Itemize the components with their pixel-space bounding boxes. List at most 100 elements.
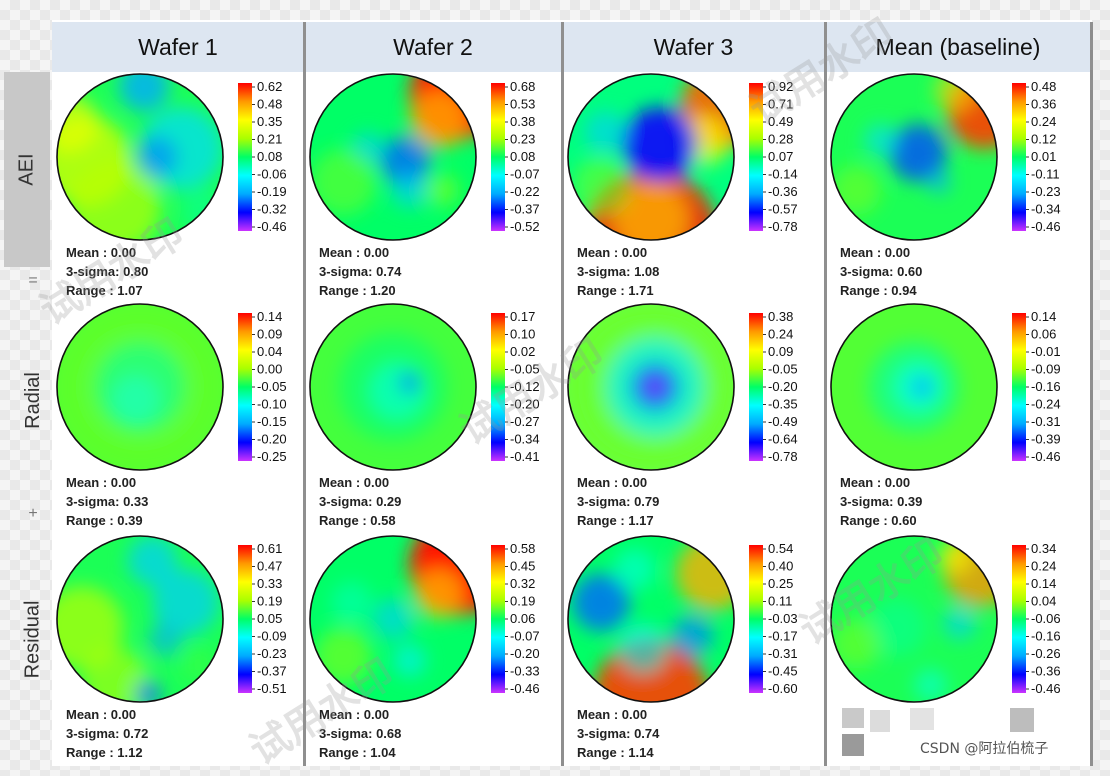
wafer-blob — [617, 623, 668, 673]
colorbar-tick-label: -0.16 — [1031, 379, 1061, 394]
colorbar-tick-label: -0.20 — [510, 397, 540, 412]
colorbar-tick-label: 0.24 — [1031, 559, 1056, 574]
wafer-blob — [380, 136, 431, 187]
colorbar — [749, 83, 763, 231]
colorbar-tick-label: -0.06 — [1031, 611, 1061, 626]
stat-range: Range : 1.20 — [319, 283, 396, 298]
wafer-map-aei-1: 0.62 0.48 0.35 0.21 0.08 -0.06 -0.19 -0.32 -0.46… — [56, 73, 287, 298]
colorbar-tick-label: -0.14 — [768, 167, 798, 182]
colorbar-tick-label: -0.20 — [768, 379, 798, 394]
colorbar-tick-label: -0.25 — [257, 449, 287, 464]
colorbar-tick-label: -0.51 — [257, 681, 287, 696]
colorbar-tick-label: 0.53 — [510, 97, 535, 112]
colorbar-tick-label: -0.35 — [768, 397, 798, 412]
colorbar-tick-label: 0.14 — [1031, 576, 1056, 591]
stat-mean: Mean : 0.00 — [319, 245, 389, 260]
footer-credit: CSDN @阿拉伯梳子 — [920, 741, 1049, 757]
stat-sigma: 3-sigma: 0.72 — [66, 726, 148, 741]
wafer-blob — [934, 74, 977, 112]
stat-sigma: 3-sigma: 0.29 — [319, 494, 401, 509]
stat-mean: Mean : 0.00 — [66, 707, 136, 722]
colorbar-tick-label: 0.10 — [510, 327, 535, 342]
wafer-outline — [309, 303, 477, 471]
wafer-blob — [81, 648, 149, 702]
wafer-map-aei-2: 0.68 0.53 0.38 0.23 0.08 -0.07 -0.22 -0.37 -0.52… — [309, 73, 540, 298]
operator-symbol: + — [28, 505, 38, 522]
colorbar-tick-label: -0.19 — [257, 184, 287, 199]
colorbar-tick-label: 0.19 — [257, 594, 282, 609]
colorbar-tick-label: 0.24 — [1031, 114, 1056, 129]
colorbar-tick-label: -0.78 — [768, 219, 798, 234]
colorbar-tick-label: -0.23 — [257, 646, 287, 661]
colorbar-tick-label: 0.24 — [768, 327, 793, 342]
stat-mean: Mean : 0.00 — [577, 245, 647, 260]
colorbar-tick-label: -0.32 — [257, 202, 287, 217]
colorbar-tick-label: 0.71 — [768, 97, 793, 112]
colorbar-tick-label: 0.38 — [510, 114, 535, 129]
column-header-2: Wafer 2 — [305, 22, 561, 72]
colorbar-tick-label: 0.01 — [1031, 149, 1056, 164]
stat-sigma: 3-sigma: 0.39 — [840, 494, 922, 509]
colorbar-tick-label: 0.14 — [1031, 309, 1056, 324]
wafer-blob — [914, 668, 948, 702]
colorbar-tick-label: -0.39 — [1031, 432, 1061, 447]
colorbar — [749, 313, 763, 461]
wafer-outline — [56, 73, 224, 241]
colorbar-tick-label: -0.52 — [510, 219, 540, 234]
wafer-blob — [127, 536, 178, 586]
colorbar-tick-label: -0.05 — [510, 362, 540, 377]
colorbar-tick-label: -0.78 — [768, 449, 798, 464]
colorbar-tick-label: -0.09 — [1031, 362, 1061, 377]
colorbar-tick-label: -0.07 — [510, 167, 540, 182]
wafer-blob — [943, 606, 977, 640]
wafer-outline — [56, 535, 224, 703]
colorbar-tick-label: 0.06 — [510, 611, 535, 626]
wafer-outline — [830, 535, 998, 703]
wafer-map-residual-2: 0.58 0.45 0.32 0.19 0.06 -0.07 -0.20 -0.33 -0.46… — [309, 535, 540, 760]
wafer-blob — [135, 136, 178, 178]
colorbar-tick-label: 0.04 — [257, 344, 282, 359]
wafer-blob — [572, 157, 631, 216]
colorbar — [238, 313, 252, 461]
colorbar-tick-label: -0.46 — [1031, 681, 1061, 696]
wafer-blob — [592, 639, 710, 702]
wafer-outline — [567, 303, 735, 471]
wafer-outline — [309, 535, 477, 703]
colorbar-tick-label: -0.46 — [257, 219, 287, 234]
wafer-blob — [947, 74, 997, 149]
obscured-stats-block — [842, 734, 864, 756]
operator-symbol: = — [28, 272, 38, 289]
colorbar-tick-label: 0.35 — [257, 114, 282, 129]
wafer-blob — [57, 304, 223, 470]
colorbar-tick-label: 0.09 — [768, 344, 793, 359]
colorbar-tick-label: -0.16 — [1031, 629, 1061, 644]
stat-sigma: 3-sigma: 1.08 — [577, 264, 659, 279]
wafer-blob — [889, 123, 948, 182]
wafer-map-aei-3: 0.92 0.71 0.49 0.28 0.07 -0.14 -0.36 -0.57 -0.78… — [567, 73, 798, 298]
wafer-blob — [426, 173, 460, 207]
colorbar-tick-label: 0.68 — [510, 79, 535, 94]
wafer-map-radial-3: 0.38 0.24 0.09 -0.05 -0.20 -0.35 -0.49 -0.64 -0.… — [567, 303, 798, 528]
colorbar-tick-label: -0.20 — [510, 646, 540, 661]
wafer-blob — [409, 90, 468, 149]
colorbar — [238, 545, 252, 693]
colorbar — [491, 313, 505, 461]
wafer-blob — [57, 94, 99, 153]
row-label-text: Residual — [21, 600, 44, 679]
stat-range: Range : 0.39 — [66, 513, 143, 528]
colorbar — [749, 545, 763, 693]
colorbar-tick-label: 0.23 — [510, 132, 535, 147]
colorbar-tick-label: -0.37 — [510, 202, 540, 217]
colorbar-tick-label: -0.23 — [1031, 184, 1061, 199]
wafer-blob — [314, 627, 373, 686]
colorbar-tick-label: 0.28 — [768, 132, 793, 147]
column-header-4: Mean (baseline) — [826, 22, 1090, 72]
stat-mean: Mean : 0.00 — [66, 245, 136, 260]
colorbar-tick-label: 0.06 — [1031, 327, 1056, 342]
colorbar-tick-label: 0.36 — [1031, 97, 1056, 112]
wafer-blob — [391, 171, 428, 209]
colorbar-tick-label: 0.58 — [510, 541, 535, 556]
obscured-stats-block — [842, 708, 864, 728]
colorbar-tick-label: -0.34 — [510, 432, 540, 447]
colorbar-tick-label: -0.12 — [510, 379, 540, 394]
